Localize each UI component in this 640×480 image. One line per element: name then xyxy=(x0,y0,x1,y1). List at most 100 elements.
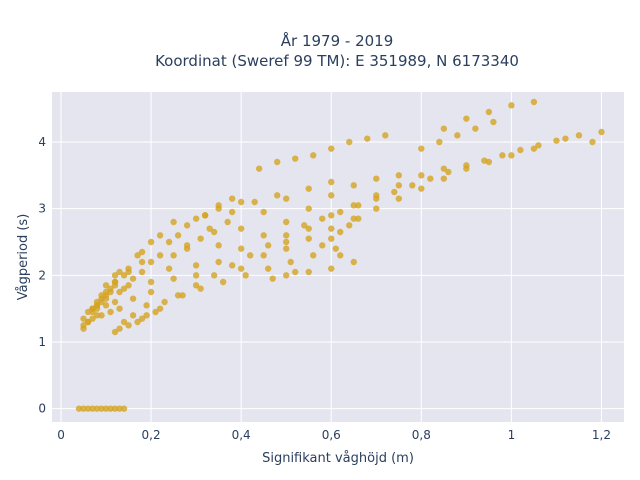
scatter-point xyxy=(215,202,222,209)
scatter-point xyxy=(305,185,312,192)
scatter-point xyxy=(301,222,308,229)
y-tick-label: 1 xyxy=(38,335,46,349)
y-axis-ticks: 0 1 2 3 4 xyxy=(38,135,46,416)
data-points xyxy=(75,98,605,412)
scatter-point xyxy=(98,405,105,412)
scatter-point xyxy=(183,222,191,229)
scatter-point xyxy=(107,405,114,412)
scatter-point xyxy=(98,298,105,306)
scatter-point xyxy=(183,242,191,249)
scatter-point xyxy=(80,315,87,322)
scatter-point xyxy=(346,222,353,229)
scatter-point xyxy=(427,175,434,182)
scatter-point xyxy=(98,312,105,319)
x-tick-label: 1 xyxy=(508,428,516,442)
scatter-point xyxy=(589,138,596,146)
scatter-point xyxy=(192,282,200,289)
scatter-point xyxy=(260,252,267,259)
scatter-point xyxy=(328,192,335,199)
scatter-point xyxy=(120,272,128,279)
scatter-point xyxy=(120,285,128,292)
scatter-point xyxy=(165,265,173,272)
chart-title-line2: Koordinat (Sweref 99 TM): E 351989, N 61… xyxy=(155,52,519,70)
scatter-point xyxy=(134,252,141,259)
scatter-point xyxy=(260,232,267,239)
scatter-point xyxy=(197,285,204,292)
y-tick-label: 0 xyxy=(38,402,46,416)
x-axis-label: Signifikant våghöjd (m) xyxy=(262,451,414,466)
scatter-point xyxy=(350,202,357,209)
scatter-point xyxy=(147,288,155,296)
scatter-point xyxy=(93,312,101,319)
scatter-point xyxy=(246,252,254,259)
scatter-point xyxy=(328,235,335,242)
scatter-point xyxy=(116,305,123,312)
scatter-point xyxy=(264,242,272,249)
scatter-point xyxy=(116,325,123,332)
scatter-point xyxy=(161,298,168,306)
scatter-point xyxy=(440,175,448,182)
scatter-point xyxy=(215,258,222,266)
scatter-point xyxy=(350,215,357,222)
scatter-point xyxy=(310,152,317,159)
scatter-point xyxy=(192,215,200,222)
scatter-point xyxy=(165,238,173,246)
scatter-point xyxy=(89,308,96,316)
scatter-point xyxy=(418,185,425,192)
scatter-point xyxy=(337,228,344,236)
scatter-point xyxy=(269,275,276,282)
scatter-point xyxy=(598,128,605,136)
scatter-point xyxy=(129,275,137,282)
scatter-point xyxy=(84,405,92,412)
scatter-point xyxy=(472,125,479,132)
scatter-point xyxy=(355,202,362,209)
scatter-point xyxy=(373,195,380,202)
scatter-point xyxy=(562,135,569,142)
scatter-point xyxy=(508,152,515,159)
scatter-point xyxy=(481,157,488,164)
x-tick-label: 0,6 xyxy=(322,428,341,442)
scatter-point xyxy=(283,245,290,252)
scatter-point xyxy=(328,145,335,152)
scatter-point xyxy=(553,137,560,144)
x-tick-label: 0,2 xyxy=(142,428,161,442)
scatter-point xyxy=(102,295,110,302)
scatter-point xyxy=(156,305,164,312)
scatter-point xyxy=(138,258,146,266)
scatter-point xyxy=(305,205,312,212)
scatter-point xyxy=(283,218,290,226)
y-tick-label: 4 xyxy=(38,135,46,149)
scatter-point xyxy=(328,212,335,219)
scatter-point xyxy=(237,265,245,272)
scatter-point xyxy=(305,225,312,232)
scatter-point xyxy=(125,282,132,289)
scatter-point xyxy=(499,152,506,159)
x-tick-label: 0,4 xyxy=(232,428,251,442)
scatter-point xyxy=(395,172,403,179)
scatter-point xyxy=(89,405,96,412)
scatter-point xyxy=(116,288,123,296)
scatter-point xyxy=(201,212,209,219)
scatter-point xyxy=(170,218,177,226)
scatter-point xyxy=(174,292,182,299)
scatter-point xyxy=(93,305,101,312)
scatter-point xyxy=(454,132,461,139)
scatter-point xyxy=(210,272,218,279)
scatter-point xyxy=(337,208,344,216)
scatter-point xyxy=(463,162,470,169)
scatter-point xyxy=(436,138,443,146)
scatter-point xyxy=(264,265,272,272)
scatter-point xyxy=(350,258,357,266)
scatter-point xyxy=(332,245,339,252)
scatter-point xyxy=(530,145,538,152)
scatter-point xyxy=(170,252,177,259)
scatter-point xyxy=(197,235,204,242)
scatter-point xyxy=(102,302,110,309)
scatter-point xyxy=(129,312,137,319)
scatter-point xyxy=(273,192,281,199)
scatter-point xyxy=(111,272,119,279)
scatter-point xyxy=(251,198,258,206)
scatter-point xyxy=(382,132,389,139)
scatter-point xyxy=(143,312,150,319)
scatter-point xyxy=(147,278,155,286)
